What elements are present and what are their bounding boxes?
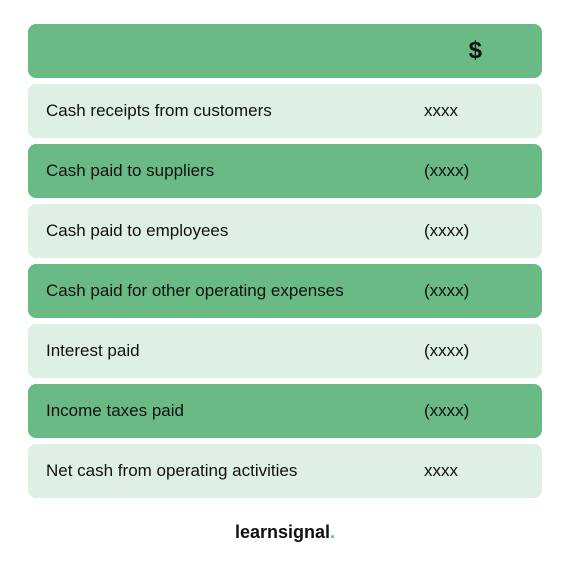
footer-brand: learnsignal. (28, 522, 542, 543)
row-value: (xxxx) (424, 161, 524, 181)
table-row: Net cash from operating activitiesxxxx (28, 444, 542, 498)
table-row: Interest paid(xxxx) (28, 324, 542, 378)
row-value: (xxxx) (424, 281, 524, 301)
table-row: Cash paid for other operating expenses(x… (28, 264, 542, 318)
row-label: Interest paid (46, 341, 424, 361)
table-header-row: $ (28, 24, 542, 78)
brand-name: learnsignal (235, 522, 330, 542)
row-value: xxxx (424, 101, 524, 121)
row-label: Cash paid for other operating expenses (46, 281, 424, 301)
table-row: Cash receipts from customersxxxx (28, 84, 542, 138)
row-label: Cash paid to suppliers (46, 161, 424, 181)
table-row: Cash paid to employees(xxxx) (28, 204, 542, 258)
table-row: Income taxes paid(xxxx) (28, 384, 542, 438)
row-value: (xxxx) (424, 341, 524, 361)
brand-dot: . (330, 522, 335, 542)
row-label: Cash receipts from customers (46, 101, 424, 121)
row-value: (xxxx) (424, 401, 524, 421)
cashflow-table: $ Cash receipts from customersxxxxCash p… (28, 24, 542, 498)
row-label: Net cash from operating activities (46, 461, 424, 481)
table-row: Cash paid to suppliers(xxxx) (28, 144, 542, 198)
row-label: Income taxes paid (46, 401, 424, 421)
row-label: Cash paid to employees (46, 221, 424, 241)
row-value: xxxx (424, 461, 524, 481)
currency-symbol: $ (469, 37, 482, 65)
row-value: (xxxx) (424, 221, 524, 241)
